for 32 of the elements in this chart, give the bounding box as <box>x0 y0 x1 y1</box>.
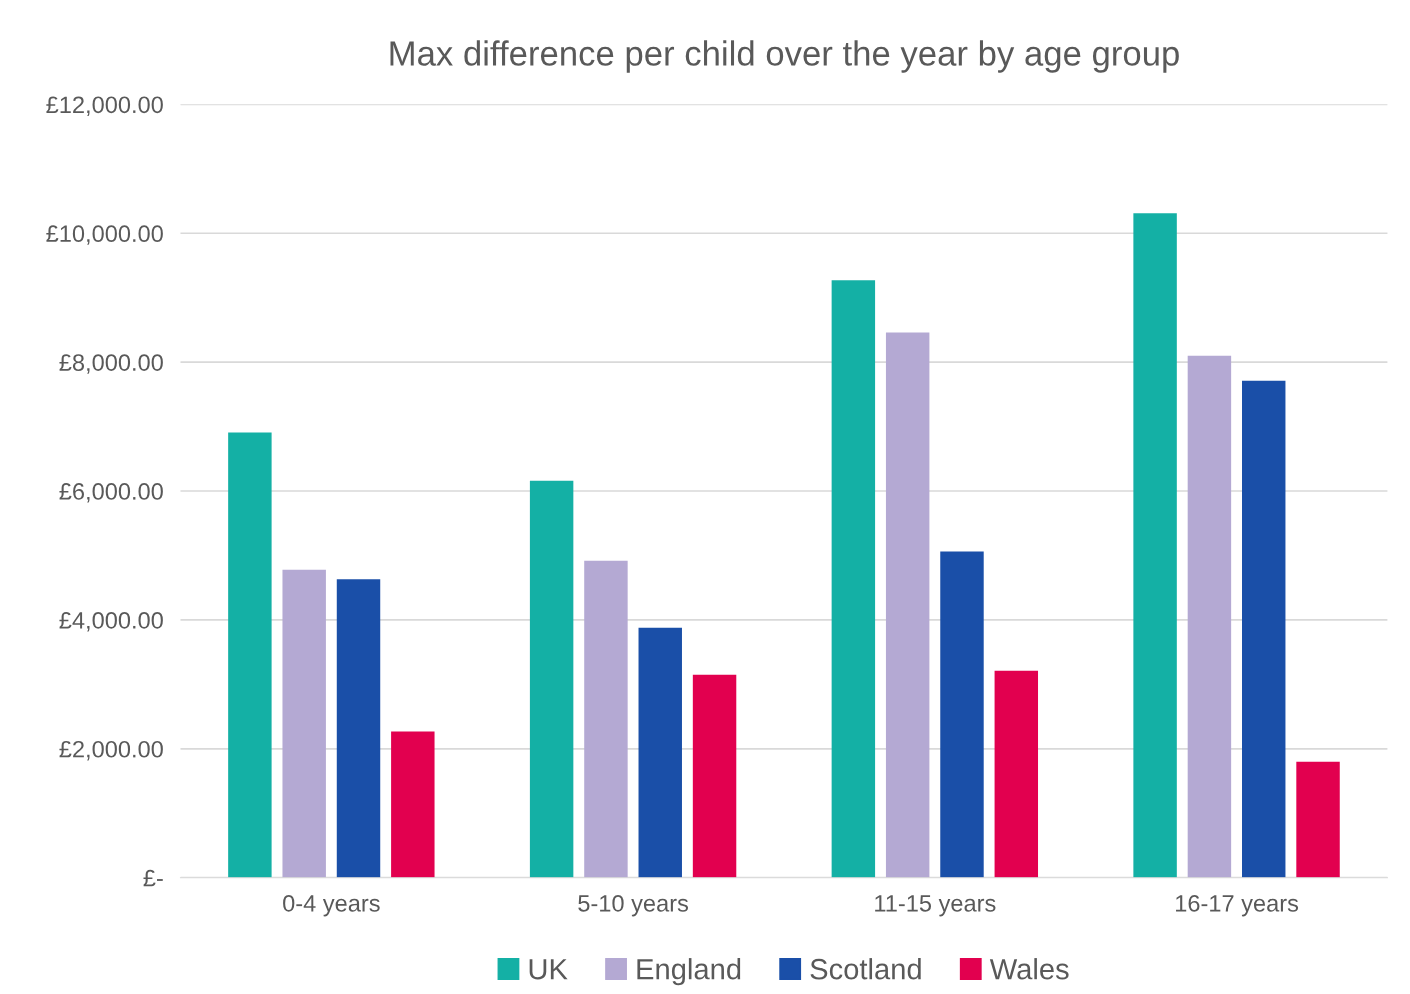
x-tick-label: 0-4 years <box>283 894 380 917</box>
bar <box>1187 355 1232 878</box>
chart-title: Max difference per child over the year by age group <box>390 40 1179 73</box>
legend-label: Wales <box>989 958 1069 980</box>
x-tick-label: 5-10 years <box>578 894 689 917</box>
x-tick-label: 16-17 years <box>1176 894 1299 917</box>
bar <box>1133 213 1177 878</box>
bar <box>282 569 326 878</box>
y-tick-label: £12,000.00 <box>46 96 163 116</box>
legend-label: Scotland <box>810 958 921 980</box>
bar <box>940 551 984 878</box>
y-tick-label: £8,000.00 <box>59 354 163 374</box>
bar <box>529 480 574 878</box>
bar <box>391 731 435 878</box>
bar <box>336 579 381 878</box>
bar <box>692 674 737 878</box>
x-tick-label: 11-15 years <box>875 895 996 917</box>
y-tick-label: £2,000.00 <box>59 740 163 761</box>
bar <box>1242 380 1286 878</box>
bar <box>584 560 628 878</box>
bar <box>885 332 930 878</box>
y-tick-label: £4,000.00 <box>59 611 163 632</box>
y-tick-label: £- <box>143 869 163 887</box>
y-tick-label: £6,000.00 <box>59 483 163 503</box>
y-tick-label: £10,000.00 <box>46 225 163 245</box>
legend-label: England <box>637 958 741 986</box>
legend-label: UK <box>529 959 568 980</box>
bar <box>994 670 1039 878</box>
bar <box>831 280 876 878</box>
bar <box>1296 761 1340 878</box>
bar <box>638 627 682 878</box>
bar <box>228 432 272 878</box>
